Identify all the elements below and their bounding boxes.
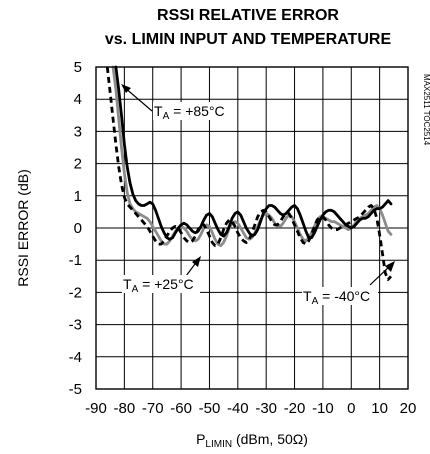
annotation-minus40c-bg [302, 287, 378, 305]
annotation-85c: TA = +85°C [121, 84, 229, 122]
annotation-25c-prefix: T [123, 276, 132, 292]
plot-series [105, 65, 393, 281]
y-axis-label: RSSI ERROR (dB) [15, 169, 31, 286]
annotation-minus40c-text: = -40°C [318, 288, 370, 304]
plot-frame [95, 66, 409, 390]
grid [96, 67, 408, 389]
y-tick-label: -2 [69, 284, 82, 301]
annotation-25c-bg [122, 275, 200, 293]
annotation-25c: TA = +25°C [122, 256, 201, 295]
chart-title-line-1: RSSI RELATIVE ERROR [157, 7, 339, 24]
x-tick-label: -90 [85, 400, 107, 417]
x-tick-label: -60 [170, 400, 192, 417]
y-tick-label: -5 [69, 381, 82, 398]
y-tick-label: 5 [74, 59, 82, 76]
annotation-25c-label: TA = +25°C [123, 276, 194, 295]
x-tick-label: -20 [284, 400, 306, 417]
x-tick-label: -80 [114, 400, 136, 417]
x-tick-label: -70 [142, 400, 164, 417]
annotation-85c-prefix: T [154, 103, 163, 119]
x-tick-label: 20 [400, 400, 417, 417]
annotation-minus40c-arrowhead [385, 261, 395, 272]
x-tick-label: -10 [312, 400, 334, 417]
annotation-25c-text: = +25°C [138, 276, 193, 292]
y-tick-label: -4 [69, 349, 82, 366]
y-tick-label: -1 [69, 252, 82, 269]
x-tick-label: -50 [199, 400, 221, 417]
x-tick-label: -30 [255, 400, 277, 417]
annotation-25c-arrowhead [192, 256, 201, 267]
y-tick-label: 3 [74, 123, 82, 140]
annotation-85c-text: = +85°C [169, 103, 224, 119]
x-axis-label: PLIMIN (dBm, 50Ω) [196, 431, 308, 450]
x-tick-label: -40 [227, 400, 249, 417]
x-axis-label-main: P [196, 431, 205, 447]
annotation-85c-arrowhead [121, 84, 131, 93]
x-axis-label-sub: LIMIN [205, 439, 232, 450]
annotation-85c-sub: A [163, 111, 170, 122]
y-tick-label: 2 [74, 156, 82, 173]
x-axis-label-rest: (dBm, 50Ω) [232, 431, 308, 447]
y-tick-label: 1 [74, 188, 82, 205]
y-tick-labels: 5 4 3 2 1 0 -1 -2 -3 -4 -5 [69, 59, 82, 398]
figure-id: MAX2511 TOC2514 [422, 74, 430, 146]
annotation-85c-arrow-line [123, 86, 153, 112]
y-tick-label: -3 [69, 317, 82, 334]
annotation-minus40c: TA = -40°C [302, 261, 395, 307]
x-tick-labels: -90 -80 -70 -60 -50 -40 -30 -20 -10 0 10 20 [85, 400, 416, 417]
chart-title-line-2: vs. LIMIN INPUT AND TEMPERATURE [105, 31, 392, 48]
x-tick-label: 0 [347, 400, 355, 417]
annotation-minus40c-sub: A [312, 296, 319, 307]
annotation-minus40c-prefix: T [303, 288, 312, 304]
annotation-minus40c-label: TA = -40°C [303, 288, 370, 307]
x-tick-label: 10 [371, 400, 388, 417]
annotation-85c-label: TA = +85°C [154, 103, 225, 122]
annotation-85c-bg [153, 102, 229, 120]
series-line-0 [114, 65, 393, 241]
y-tick-label: 4 [74, 91, 82, 108]
series-line-1 [111, 65, 393, 248]
y-tick-label: 0 [74, 220, 82, 237]
series-line-2 [105, 66, 393, 281]
annotation-25c-sub: A [132, 284, 139, 295]
